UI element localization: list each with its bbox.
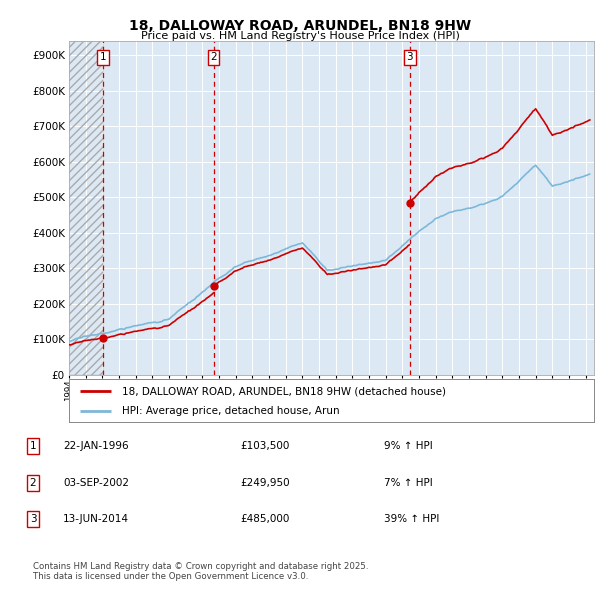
Text: 7% ↑ HPI: 7% ↑ HPI (384, 478, 433, 487)
Text: 18, DALLOWAY ROAD, ARUNDEL, BN18 9HW (detached house): 18, DALLOWAY ROAD, ARUNDEL, BN18 9HW (de… (121, 386, 445, 396)
Text: £249,950: £249,950 (240, 478, 290, 487)
Text: 03-SEP-2002: 03-SEP-2002 (63, 478, 129, 487)
Text: 39% ↑ HPI: 39% ↑ HPI (384, 514, 439, 524)
Text: 2: 2 (210, 53, 217, 63)
Text: 2: 2 (29, 478, 37, 487)
Text: £485,000: £485,000 (240, 514, 289, 524)
Text: HPI: Average price, detached house, Arun: HPI: Average price, detached house, Arun (121, 406, 339, 416)
Text: 18, DALLOWAY ROAD, ARUNDEL, BN18 9HW: 18, DALLOWAY ROAD, ARUNDEL, BN18 9HW (129, 19, 471, 34)
Text: 13-JUN-2014: 13-JUN-2014 (63, 514, 129, 524)
Text: 3: 3 (407, 53, 413, 63)
Text: Price paid vs. HM Land Registry's House Price Index (HPI): Price paid vs. HM Land Registry's House … (140, 31, 460, 41)
Text: Contains HM Land Registry data © Crown copyright and database right 2025.
This d: Contains HM Land Registry data © Crown c… (33, 562, 368, 581)
Text: 3: 3 (29, 514, 37, 524)
Text: 9% ↑ HPI: 9% ↑ HPI (384, 441, 433, 451)
Text: £103,500: £103,500 (240, 441, 289, 451)
Text: 22-JAN-1996: 22-JAN-1996 (63, 441, 128, 451)
Text: 1: 1 (100, 53, 107, 63)
Text: 1: 1 (29, 441, 37, 451)
